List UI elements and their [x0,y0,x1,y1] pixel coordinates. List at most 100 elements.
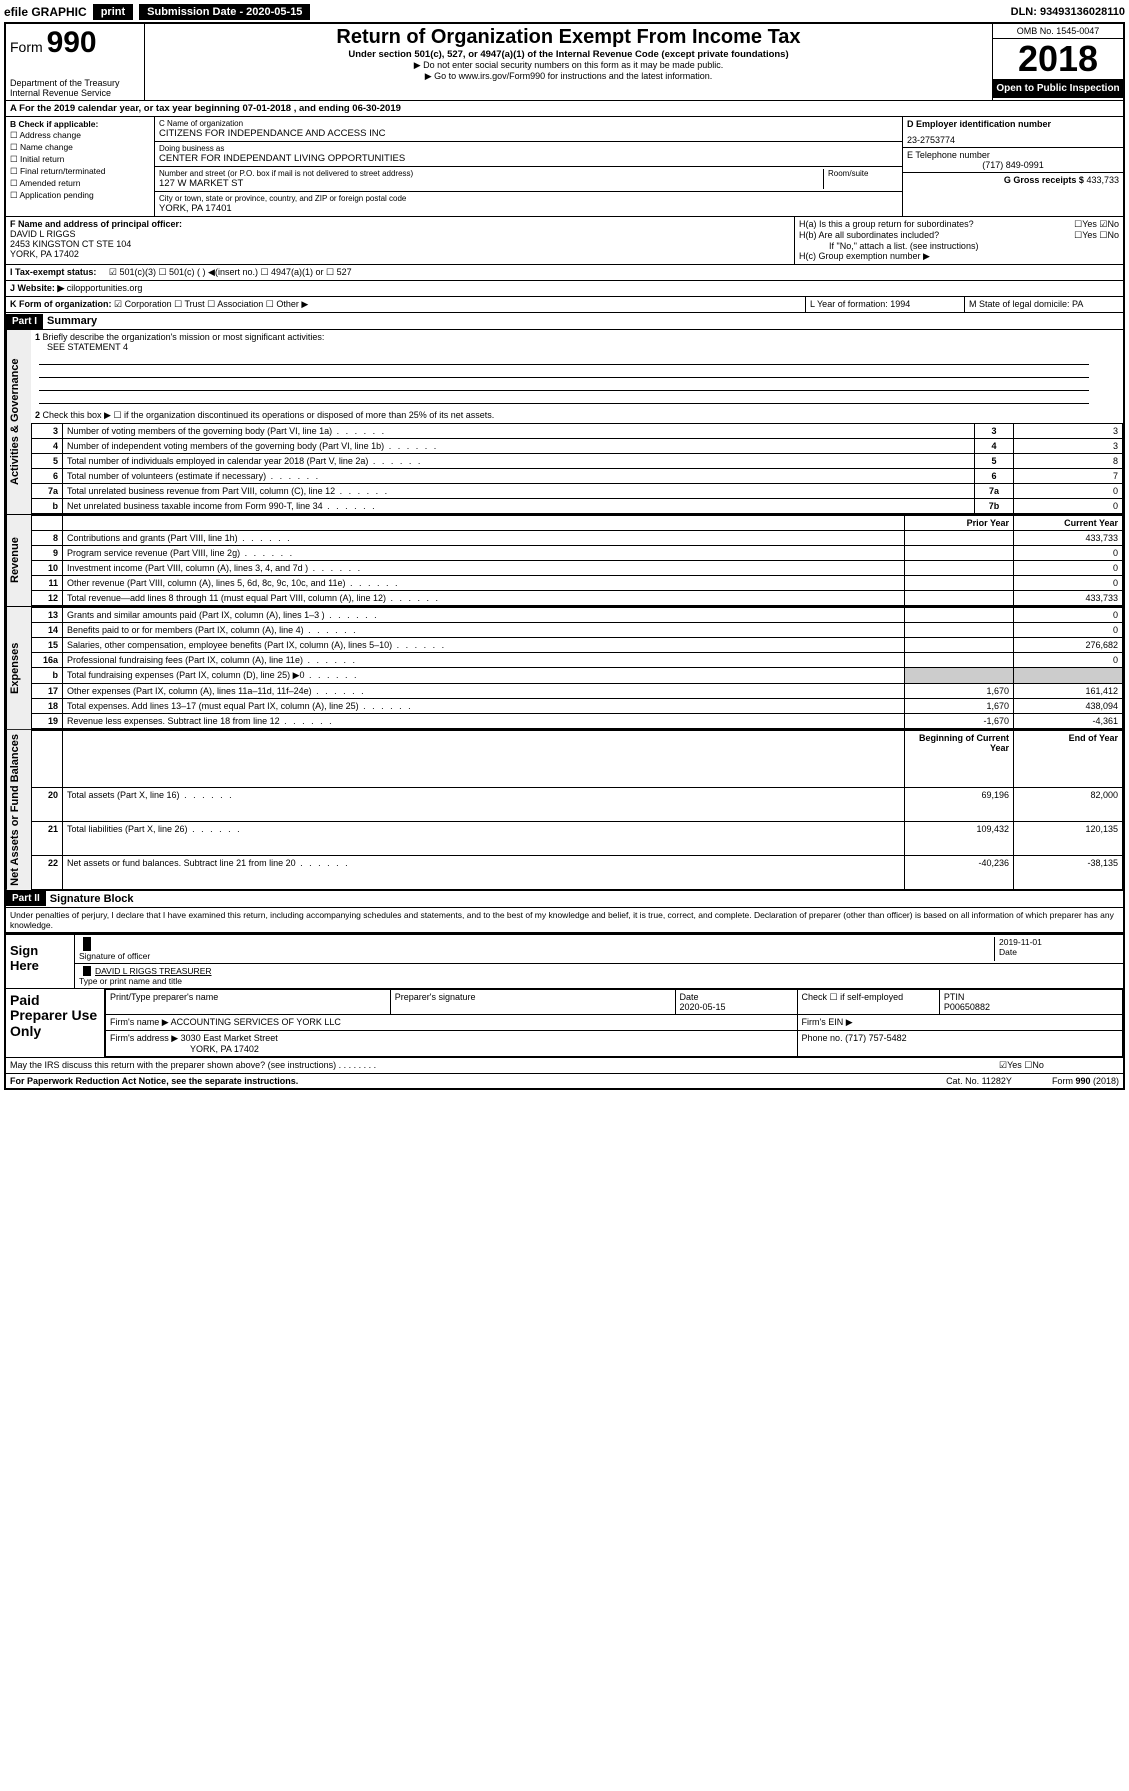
line-box: 7b [975,499,1014,514]
section-governance: Activities & Governance 1 Briefly descri… [6,330,1123,515]
block-h: H(a) Is this a group return for subordin… [795,217,1123,264]
line-num: 13 [32,608,63,623]
line-desc: Other revenue (Part VIII, column (A), li… [63,576,905,591]
side-revenue: Revenue [6,515,31,606]
expenses-table: 13 Grants and similar amounts paid (Part… [31,607,1123,729]
line-desc: Number of voting members of the governin… [63,424,975,439]
line-num: 10 [32,561,63,576]
q2-label: Check this box ▶ ☐ if the organization d… [43,410,495,420]
dln-label: DLN: 93493136028110 [1011,6,1125,18]
hb-label: H(b) Are all subordinates included? [799,230,1074,241]
line-num: 9 [32,546,63,561]
part2-title: Signature Block [46,891,138,907]
form-org-label: K Form of organization: [10,299,112,309]
chk-application-pending[interactable]: Application pending [10,190,150,201]
line-box: 4 [975,439,1014,454]
part2-label: Part II [6,891,46,906]
blocks-fh: F Name and address of principal officer:… [6,217,1123,265]
period-line: A For the 2019 calendar year, or tax yea… [6,101,1123,117]
omb-number: OMB No. 1545-0047 [993,24,1123,39]
block-c: C Name of organization CITIZENS FOR INDE… [155,117,903,216]
part1-header: Part I Summary [6,313,1123,330]
officer-addr2: YORK, PA 17402 [10,249,790,259]
line-num: 4 [32,439,63,454]
prep-ptin-val: P00650882 [944,1002,990,1012]
line-beg: 109,432 [905,821,1014,855]
line-num: b [32,668,63,684]
line-desc: Other expenses (Part IX, column (A), lin… [63,684,905,699]
line-val: 3 [1014,439,1123,454]
section-netassets: Net Assets or Fund Balances Beginning of… [6,730,1123,891]
ha-answer: ☐Yes ☑No [1074,219,1119,230]
line-desc: Total number of volunteers (estimate if … [63,469,975,484]
line-prior [905,623,1014,638]
col-prior: Prior Year [905,516,1014,531]
part1-label: Part I [6,314,43,329]
city-value: YORK, PA 17401 [159,203,898,214]
governance-table: 3 Number of voting members of the govern… [31,423,1123,514]
section-revenue: Revenue Prior Year Current Year8 Contrib… [6,515,1123,607]
chk-initial-return[interactable]: Initial return [10,154,150,165]
gross-label: G Gross receipts $ [1004,175,1084,185]
revenue-table: Prior Year Current Year8 Contributions a… [31,515,1123,606]
line-num: 11 [32,576,63,591]
line-desc: Total number of individuals employed in … [63,454,975,469]
line-desc: Total expenses. Add lines 13–17 (must eq… [63,699,905,714]
submission-date-button[interactable]: Submission Date - 2020-05-15 [139,4,310,20]
block-d: D Employer identification number 23-2753… [903,117,1123,216]
form-subtitle: Under section 501(c), 527, or 4947(a)(1)… [151,49,986,60]
line-num: 18 [32,699,63,714]
line-curr: 0 [1014,623,1123,638]
line-end: 120,135 [1014,821,1123,855]
firm-name-label: Firm's name ▶ [110,1017,169,1027]
chk-amended-return[interactable]: Amended return [10,178,150,189]
tel-value: (717) 849-0991 [907,160,1119,170]
line-curr: 0 [1014,546,1123,561]
paid-preparer-block: Paid Preparer Use Only Print/Type prepar… [6,989,1123,1058]
line-val: 0 [1014,499,1123,514]
hb-answer: ☐Yes ☐No [1074,230,1119,241]
city-label: City or town, state or province, country… [159,194,898,203]
form-note1: ▶ Do not enter social security numbers o… [151,60,986,71]
form-prefix: Form [10,39,43,55]
line-beg: 69,196 [905,787,1014,821]
q1-label: Briefly describe the organization's miss… [43,332,325,342]
line-prior [905,668,1014,684]
firm-name: ACCOUNTING SERVICES OF YORK LLC [171,1017,341,1027]
street-value: 127 W MARKET ST [159,178,823,189]
website-value[interactable]: cilopportunities.org [67,283,143,293]
org-name-label: C Name of organization [159,119,898,128]
sig-date: 2019-11-01 [999,937,1119,947]
line-num: 14 [32,623,63,638]
form-header: Form 990 Department of the Treasury Inte… [6,24,1123,101]
year-formation: L Year of formation: 1994 [806,297,965,312]
line-val: 0 [1014,484,1123,499]
line-curr: 433,733 [1014,531,1123,546]
line-prior [905,531,1014,546]
line-num: 5 [32,454,63,469]
hc-label: H(c) Group exemption number ▶ [799,251,1119,262]
chk-name-change[interactable]: Name change [10,142,150,153]
line-num: 3 [32,424,63,439]
dba-value: CENTER FOR INDEPENDANT LIVING OPPORTUNIT… [159,153,898,164]
print-button[interactable]: print [93,4,133,20]
line-curr: 433,733 [1014,591,1123,606]
discuss-q: May the IRS discuss this return with the… [10,1060,336,1070]
line-desc: Grants and similar amounts paid (Part IX… [63,608,905,623]
chk-address-change[interactable]: Address change [10,130,150,141]
sig-name-label: Type or print name and title [79,976,182,986]
section-expenses: Expenses 13 Grants and similar amounts p… [6,607,1123,730]
line-num: 21 [32,821,63,855]
line-val: 3 [1014,424,1123,439]
line-prior: -1,670 [905,714,1014,729]
firm-phone-label: Phone no. [802,1033,843,1043]
ein-label: D Employer identification number [907,119,1119,129]
line-box: 7a [975,484,1014,499]
room-label: Room/suite [828,169,898,178]
line-desc: Program service revenue (Part VIII, line… [63,546,905,561]
chk-final-return[interactable]: Final return/terminated [10,166,150,177]
dept-label: Department of the Treasury [10,78,140,88]
line-desc: Total fundraising expenses (Part IX, col… [63,668,905,684]
line-val: 7 [1014,469,1123,484]
part2-header: Part II Signature Block [6,891,1123,908]
